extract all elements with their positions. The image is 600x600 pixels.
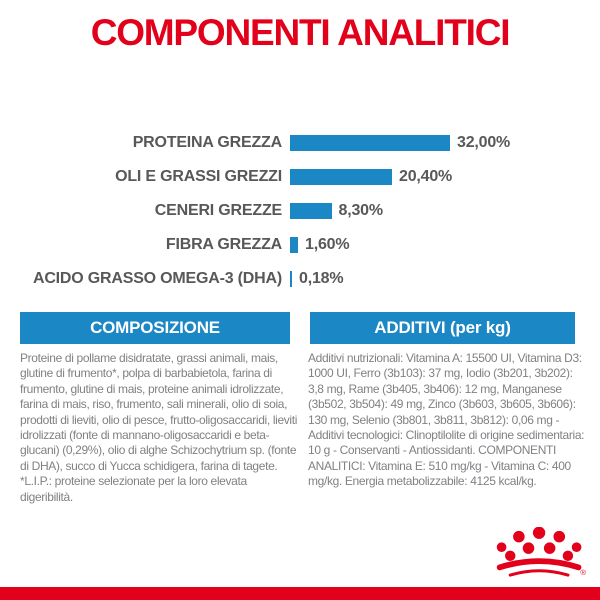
chart-category-label: OLI E GRASSI GREZZI <box>115 168 282 185</box>
chart-value-label: 8,30% <box>338 202 384 219</box>
chart-row: FIBRA GREZZA 1,60% <box>0 228 600 262</box>
royal-canin-crown-logo: ® <box>496 527 586 577</box>
additivi-text-block: Additivi nutrizionali: Vitamina A: 15500… <box>308 351 589 490</box>
chart-row: CENERI GREZZE 8,30% <box>0 194 600 228</box>
crown-band-lower <box>508 569 570 577</box>
page-title: COMPONENTI ANALITICI <box>90 12 511 53</box>
chart-value-label: 0,18% <box>299 270 344 287</box>
analytical-components-chart: PROTEINA GREZZA 32,00% OLI E GRASSI GREZZI… <box>0 126 600 296</box>
chart-value-label: 1,60% <box>305 236 350 253</box>
crown-dots <box>496 527 582 562</box>
chart-row: ACIDO GRASSO OMEGA-3 (DHA) 0,18% <box>0 262 600 296</box>
registered-trademark-symbol: ® <box>580 568 586 577</box>
chart-category-label: FIBRA GREZZA <box>165 236 282 253</box>
chart-bar <box>290 271 292 287</box>
section-header-additivi-label: ADDITIVI (per kg) <box>374 318 511 337</box>
additivi-body: Additivi nutrizionali: Vitamina A: 15500… <box>308 351 585 489</box>
chart-bar <box>290 237 298 253</box>
section-header-additivi: ADDITIVI (per kg) <box>310 312 575 344</box>
chart-row: PROTEINA GREZZA 32,00% <box>0 126 600 160</box>
section-header-composizione-label: COMPOSIZIONE <box>90 318 220 337</box>
composizione-text-block: Proteine di pollame disidratate, grassi … <box>20 351 298 505</box>
chart-bar <box>290 135 450 151</box>
chart-bar <box>290 169 392 185</box>
chart-value-label: 32,00% <box>457 134 511 151</box>
chart-category-label: CENERI GREZZE <box>154 202 282 219</box>
chart-value-label: 20,40% <box>399 168 453 185</box>
chart-bar <box>290 203 332 219</box>
chart-category-label: ACIDO GRASSO OMEGA-3 (DHA) <box>32 270 282 287</box>
composizione-footnote: *L.I.P.: proteine selezionate per la lor… <box>20 474 247 504</box>
crown-band-upper <box>496 558 582 571</box>
composizione-body: Proteine di pollame disidratate, grassi … <box>20 351 298 473</box>
chart-category-label: PROTEINA GREZZA <box>132 134 283 151</box>
footer-red-band <box>0 587 600 600</box>
section-header-composizione: COMPOSIZIONE <box>20 312 290 344</box>
chart-row: OLI E GRASSI GREZZI 20,40% <box>0 160 600 194</box>
